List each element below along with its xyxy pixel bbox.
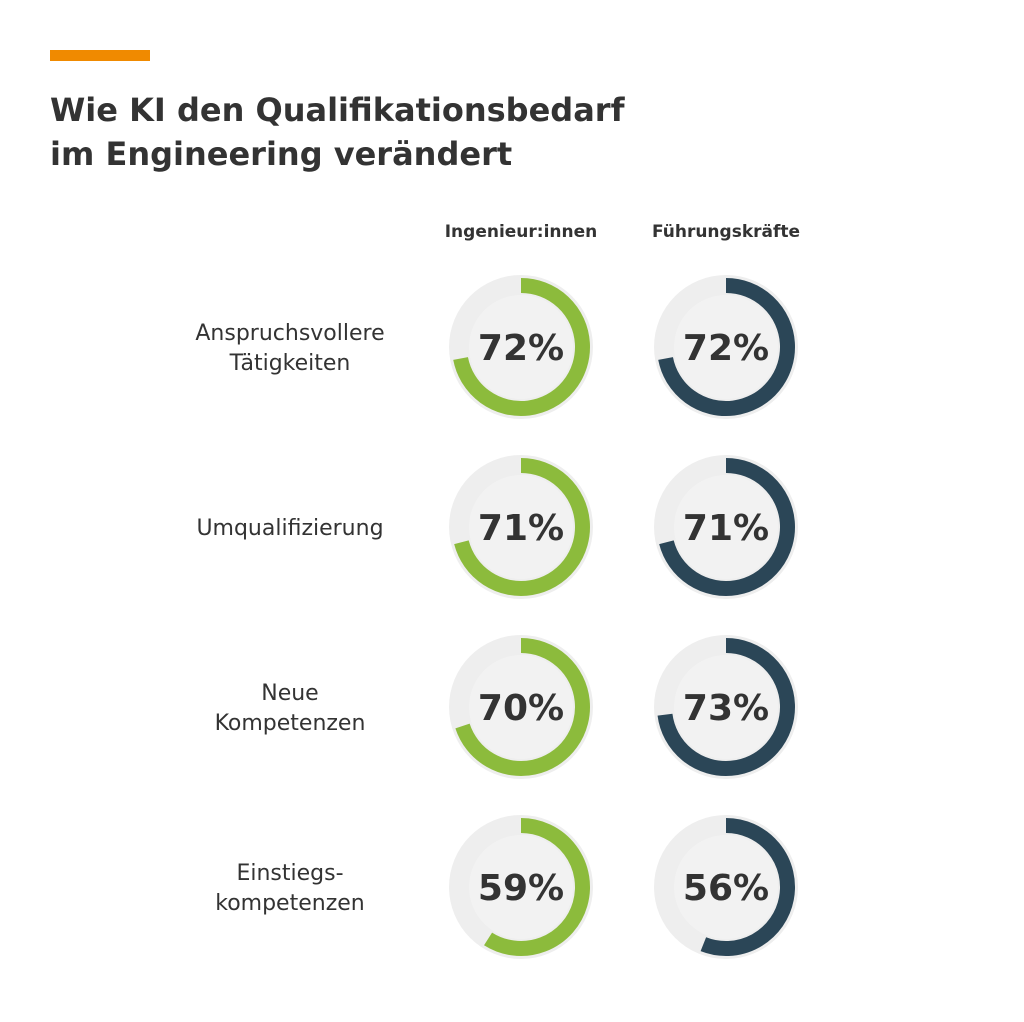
donut-center-engineers-2 bbox=[469, 475, 573, 579]
row-label-1-line-1: Anspruchsvollere bbox=[195, 321, 384, 346]
donut-center-leaders-3 bbox=[674, 655, 778, 759]
donut-arc-engineers-2 bbox=[454, 458, 590, 596]
row-label-4-line-2: kompetenzen bbox=[215, 891, 364, 916]
donut-value-engineers-3: 70% bbox=[478, 688, 564, 729]
accent-bar bbox=[50, 50, 150, 61]
donut-center-engineers-1 bbox=[469, 295, 573, 399]
donut-value-leaders-1: 72% bbox=[683, 328, 769, 369]
column-header-leaders: Führungskräfte bbox=[652, 222, 800, 242]
donut-arc-engineers-1 bbox=[453, 278, 590, 416]
donut-value-leaders-4: 56% bbox=[683, 868, 769, 909]
donut-value-leaders-2: 71% bbox=[683, 508, 769, 549]
donut-center-engineers-3 bbox=[469, 655, 573, 759]
donut-value-leaders-3: 73% bbox=[683, 688, 769, 729]
row-label-1-line-2: Tätigkeiten bbox=[229, 351, 351, 376]
page-title: Wie KI den Qualifikationsbedarf im Engin… bbox=[50, 88, 950, 176]
column-header-engineers: Ingenieur:innen bbox=[445, 222, 598, 242]
row-label-4-line-1: Einstiegs- bbox=[236, 861, 343, 886]
donut-value-engineers-2: 71% bbox=[478, 508, 564, 549]
donut-value-engineers-4: 59% bbox=[478, 868, 564, 909]
donut-arc-leaders-2 bbox=[659, 458, 795, 596]
donut-center-leaders-2 bbox=[674, 475, 778, 579]
donut-center-leaders-4 bbox=[674, 835, 778, 939]
donut-arc-leaders-3 bbox=[657, 638, 795, 776]
donut-center-leaders-1 bbox=[674, 295, 778, 399]
donut-center-engineers-4 bbox=[469, 835, 573, 939]
donut-arc-leaders-1 bbox=[658, 278, 795, 416]
row-label-3-line-2: Kompetenzen bbox=[215, 711, 366, 736]
row-label-3-line-1: Neue bbox=[261, 681, 318, 706]
title-line-1: Wie KI den Qualifikationsbedarf bbox=[50, 91, 625, 129]
title-line-2: im Engineering verändert bbox=[50, 135, 513, 173]
donut-value-engineers-1: 72% bbox=[478, 328, 564, 369]
donut-arc-engineers-3 bbox=[455, 638, 590, 776]
row-label-2-line-1: Umqualifizierung bbox=[196, 516, 383, 541]
donut-arc-engineers-4 bbox=[484, 818, 590, 956]
donut-arc-leaders-4 bbox=[700, 818, 795, 956]
